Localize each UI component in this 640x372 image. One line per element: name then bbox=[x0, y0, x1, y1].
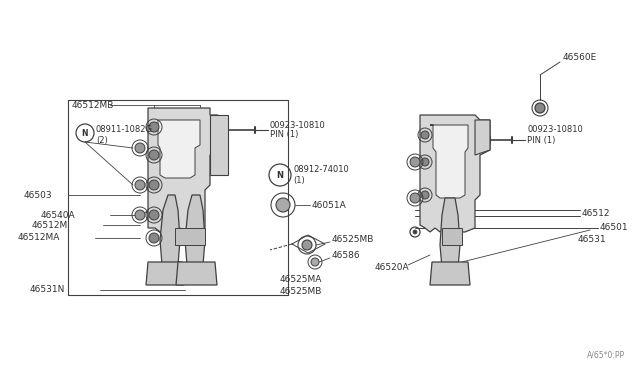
Circle shape bbox=[410, 157, 420, 167]
Text: 46531N: 46531N bbox=[29, 285, 65, 295]
Circle shape bbox=[535, 103, 545, 113]
Circle shape bbox=[302, 240, 312, 250]
Circle shape bbox=[421, 191, 429, 199]
Text: 46540A: 46540A bbox=[40, 211, 75, 219]
Text: PIN (1): PIN (1) bbox=[270, 131, 298, 140]
Text: 46512: 46512 bbox=[582, 208, 611, 218]
Text: 08911-1082G: 08911-1082G bbox=[96, 125, 153, 135]
Text: 46503: 46503 bbox=[24, 190, 52, 199]
Polygon shape bbox=[440, 198, 460, 272]
Text: 46512MA: 46512MA bbox=[18, 234, 60, 243]
Text: 46525MA: 46525MA bbox=[280, 276, 323, 285]
Circle shape bbox=[276, 198, 290, 212]
Polygon shape bbox=[420, 115, 490, 232]
Circle shape bbox=[135, 143, 145, 153]
Text: PIN (1): PIN (1) bbox=[527, 135, 556, 144]
Text: 08912-74010: 08912-74010 bbox=[293, 166, 349, 174]
Circle shape bbox=[311, 258, 319, 266]
Text: N: N bbox=[276, 170, 284, 180]
Text: 46525MB: 46525MB bbox=[280, 288, 323, 296]
Polygon shape bbox=[430, 125, 468, 198]
Text: N: N bbox=[82, 128, 88, 138]
Polygon shape bbox=[442, 228, 462, 245]
Text: 46512MB: 46512MB bbox=[72, 100, 115, 109]
Circle shape bbox=[410, 193, 420, 203]
Text: 46520A: 46520A bbox=[375, 263, 410, 273]
Polygon shape bbox=[185, 195, 205, 270]
Text: 00923-10810: 00923-10810 bbox=[270, 121, 326, 129]
Text: 46051A: 46051A bbox=[312, 201, 347, 209]
Polygon shape bbox=[158, 120, 200, 178]
Text: (1): (1) bbox=[293, 176, 305, 185]
Circle shape bbox=[149, 122, 159, 132]
Circle shape bbox=[149, 233, 159, 243]
Circle shape bbox=[421, 158, 429, 166]
Polygon shape bbox=[210, 115, 228, 175]
Circle shape bbox=[149, 210, 159, 220]
Text: 46525MB: 46525MB bbox=[332, 235, 374, 244]
Text: A/65*0:PP: A/65*0:PP bbox=[587, 350, 625, 359]
Text: 46501: 46501 bbox=[600, 224, 628, 232]
Polygon shape bbox=[160, 195, 180, 270]
Circle shape bbox=[421, 131, 429, 139]
Circle shape bbox=[149, 180, 159, 190]
Text: 00923-10810: 00923-10810 bbox=[527, 125, 583, 135]
Polygon shape bbox=[148, 108, 218, 232]
Polygon shape bbox=[176, 262, 217, 285]
Text: (2): (2) bbox=[96, 135, 108, 144]
Text: 46512M: 46512M bbox=[32, 221, 68, 230]
Circle shape bbox=[413, 230, 417, 234]
Polygon shape bbox=[475, 120, 490, 155]
Polygon shape bbox=[175, 228, 205, 245]
Circle shape bbox=[135, 210, 145, 220]
Text: 46560E: 46560E bbox=[563, 54, 597, 62]
Text: 46586: 46586 bbox=[332, 251, 360, 260]
Circle shape bbox=[135, 180, 145, 190]
Text: 46531: 46531 bbox=[578, 235, 607, 244]
Polygon shape bbox=[146, 262, 184, 285]
Circle shape bbox=[149, 150, 159, 160]
Polygon shape bbox=[430, 262, 470, 285]
